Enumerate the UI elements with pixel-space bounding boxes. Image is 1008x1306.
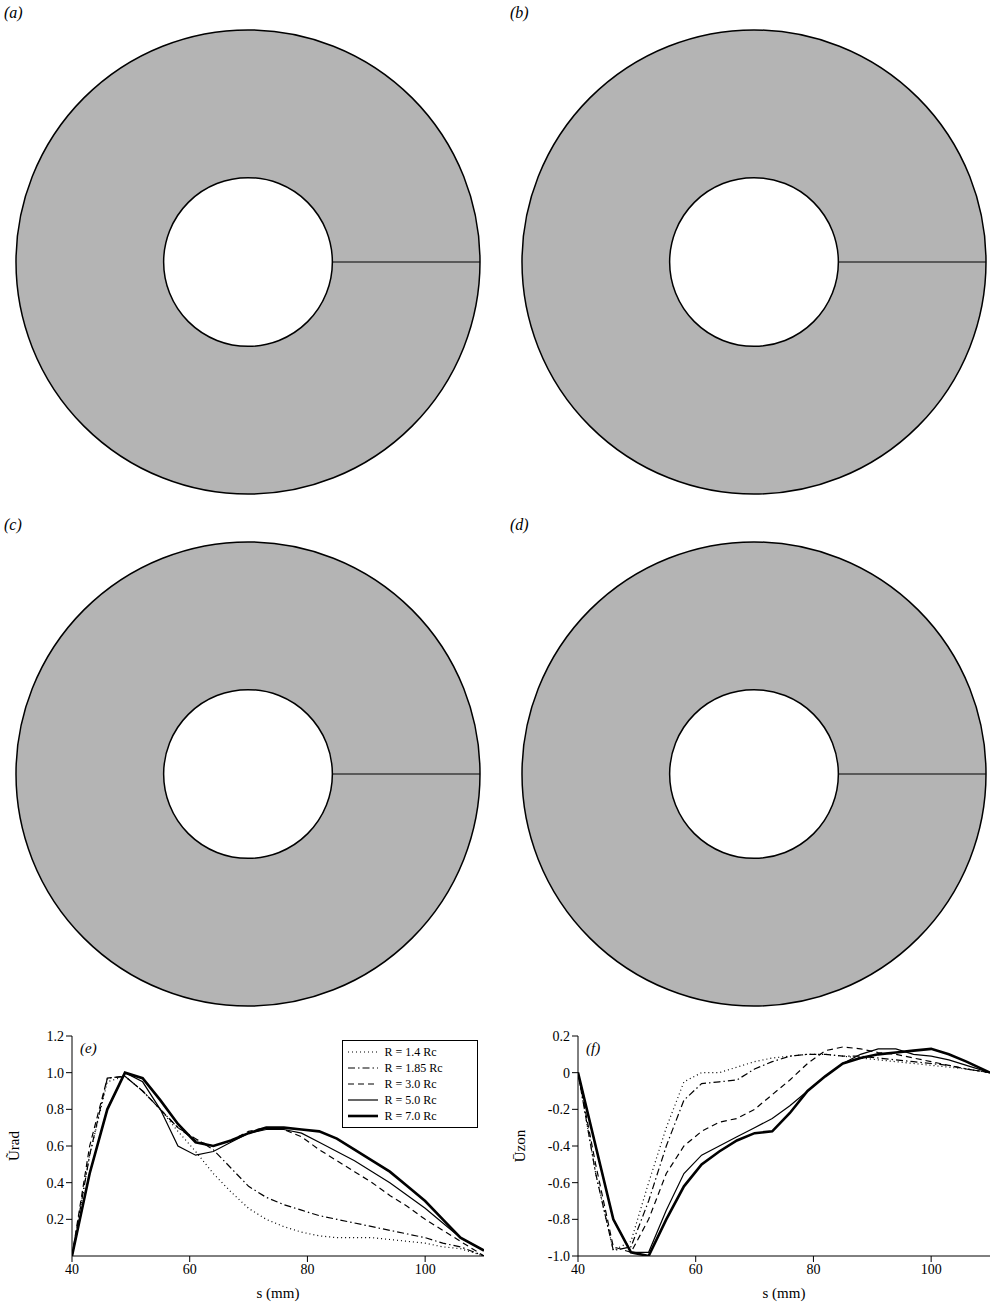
svg-text:-0.8: -0.8: [548, 1212, 570, 1227]
svg-text:1.0: 1.0: [47, 1066, 65, 1081]
svg-text:0: 0: [563, 1066, 570, 1081]
svg-text:-0.6: -0.6: [548, 1176, 570, 1191]
svg-text:60: 60: [183, 1262, 197, 1277]
svg-text:Ūzon: Ūzon: [512, 1129, 528, 1162]
svg-text:0.2: 0.2: [47, 1212, 65, 1227]
svg-text:-1.0: -1.0: [548, 1249, 570, 1264]
html-text:R = 5.0 Rc: R = 5.0 Rc: [384, 1092, 437, 1107]
svg-text:(d): (d): [510, 516, 529, 534]
svg-text:0.6: 0.6: [47, 1139, 65, 1154]
svg-text:0.8: 0.8: [47, 1102, 65, 1117]
html-text:(f): (f): [586, 1040, 601, 1056]
svg-text:(c): (c): [4, 516, 22, 534]
svg-text:100: 100: [415, 1262, 436, 1277]
svg-text:(a): (a): [4, 4, 23, 22]
svg-text:0.4: 0.4: [47, 1176, 65, 1191]
html-text:R = 7.0 Rc: R = 7.0 Rc: [384, 1108, 437, 1123]
svg-text:(b): (b): [510, 4, 529, 22]
svg-text:40: 40: [65, 1262, 79, 1277]
svg-text:1.2: 1.2: [47, 1029, 65, 1044]
svg-text:-0.2: -0.2: [548, 1102, 570, 1117]
svg-text:80: 80: [806, 1262, 820, 1277]
svg-text:40: 40: [571, 1262, 585, 1277]
svg-text:s (mm): s (mm): [763, 1285, 806, 1302]
svg-text:100: 100: [921, 1262, 942, 1277]
svg-text:60: 60: [689, 1262, 703, 1277]
html-text:R = 1.85 Rc: R = 1.85 Rc: [384, 1060, 443, 1075]
svg-text:Ũrad: Ũrad: [6, 1131, 22, 1161]
svg-text:0.2: 0.2: [553, 1029, 571, 1044]
html-text:R = 1.4 Rc: R = 1.4 Rc: [384, 1044, 437, 1059]
svg-text:s (mm): s (mm): [257, 1285, 300, 1302]
svg-text:-0.4: -0.4: [548, 1139, 570, 1154]
html-text:R = 3.0 Rc: R = 3.0 Rc: [384, 1076, 437, 1091]
html-text:(e): (e): [80, 1040, 97, 1056]
svg-text:80: 80: [300, 1262, 314, 1277]
